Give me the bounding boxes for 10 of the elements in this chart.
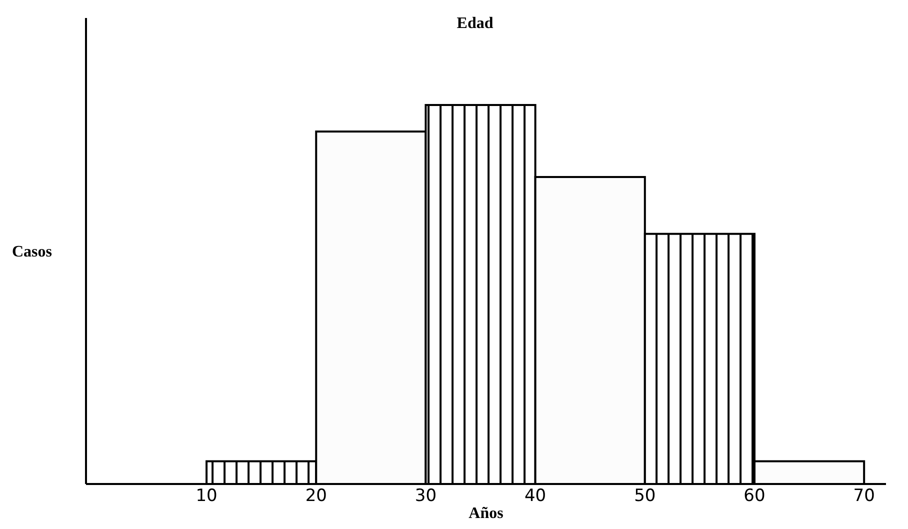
y-axis-title: Casos [12, 244, 52, 261]
x-axis-title: Años [468, 505, 504, 522]
chart-title: Edad [456, 15, 494, 32]
x-tick-label: 60 [744, 486, 766, 506]
x-tick-label: 50 [634, 486, 656, 506]
x-tick-label: 40 [524, 486, 546, 506]
x-tick-label: 30 [414, 486, 437, 506]
x-tick-label: 10 [196, 486, 218, 506]
x-tick-label: 20 [305, 486, 327, 506]
x-tick-label: 70 [853, 486, 875, 506]
